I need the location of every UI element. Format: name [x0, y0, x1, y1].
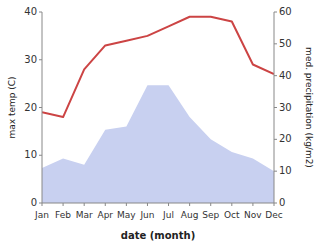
y2-tick [274, 75, 277, 76]
x-tick [231, 203, 232, 206]
y-tick-label: 10 [24, 149, 37, 160]
x-tick-label: Dec [265, 210, 282, 220]
y-tick [39, 155, 42, 156]
x-tick-label: Nov [244, 210, 262, 220]
x-tick [252, 203, 253, 206]
x-tick-label: Mar [76, 210, 93, 220]
chart: 0 10 20 30 40 0 10 20 30 40 50 60 Jan Feb Mar Apr MayJun… [0, 0, 318, 247]
y-tick-label: 30 [24, 54, 37, 65]
y2-tick-label: 40 [279, 70, 292, 81]
y2-tick-label: 60 [279, 6, 292, 17]
x-axis-line [42, 203, 274, 204]
y2-tick [274, 12, 277, 13]
y-tick-label: 0 [31, 197, 37, 208]
x-tick [210, 203, 211, 206]
y2-axis-label: med. precipitation (kg/m2) [304, 47, 314, 168]
x-tick [63, 203, 64, 206]
x-tick [189, 203, 190, 206]
y-axis-label: max temp (C) [7, 76, 17, 138]
x-tick [147, 203, 148, 206]
y2-tick [274, 43, 277, 44]
x-tick-label: Sep [202, 210, 219, 220]
plot-area [42, 17, 274, 203]
y2-tick [274, 139, 277, 140]
x-tick-label: Aug [181, 210, 199, 220]
y2-tick-label: 20 [279, 133, 292, 144]
y2-tick-label: 30 [279, 102, 292, 113]
x-tick-label: Feb [55, 210, 71, 220]
y2-tick [274, 107, 277, 108]
temperature-line [42, 17, 274, 117]
y-tick [39, 107, 42, 108]
y-tick [39, 59, 42, 60]
x-tick [42, 203, 43, 206]
x-tick-label: May [117, 210, 136, 220]
x-tick-label: Jun [139, 210, 154, 220]
x-axis-label: date (month) [121, 230, 195, 241]
x-tick [168, 203, 169, 206]
x-tick [105, 203, 106, 206]
x-tick [84, 203, 85, 206]
y2-tick-label: 10 [279, 165, 292, 176]
y2-tick-label: 0 [279, 197, 285, 208]
y-tick-label: 20 [24, 102, 37, 113]
x-tick-label: Apr [97, 210, 113, 220]
x-tick-label: Jul [162, 210, 174, 220]
y2-tick [274, 171, 277, 172]
y2-tick-label: 50 [279, 38, 292, 49]
precipitation-area [42, 85, 274, 203]
y-tick-label: 40 [24, 6, 37, 17]
y-tick [39, 12, 42, 13]
x-tick [126, 203, 127, 206]
x-tick-label: Jan [34, 210, 49, 220]
x-tick [274, 203, 275, 206]
x-tick-label: Oct [224, 210, 240, 220]
